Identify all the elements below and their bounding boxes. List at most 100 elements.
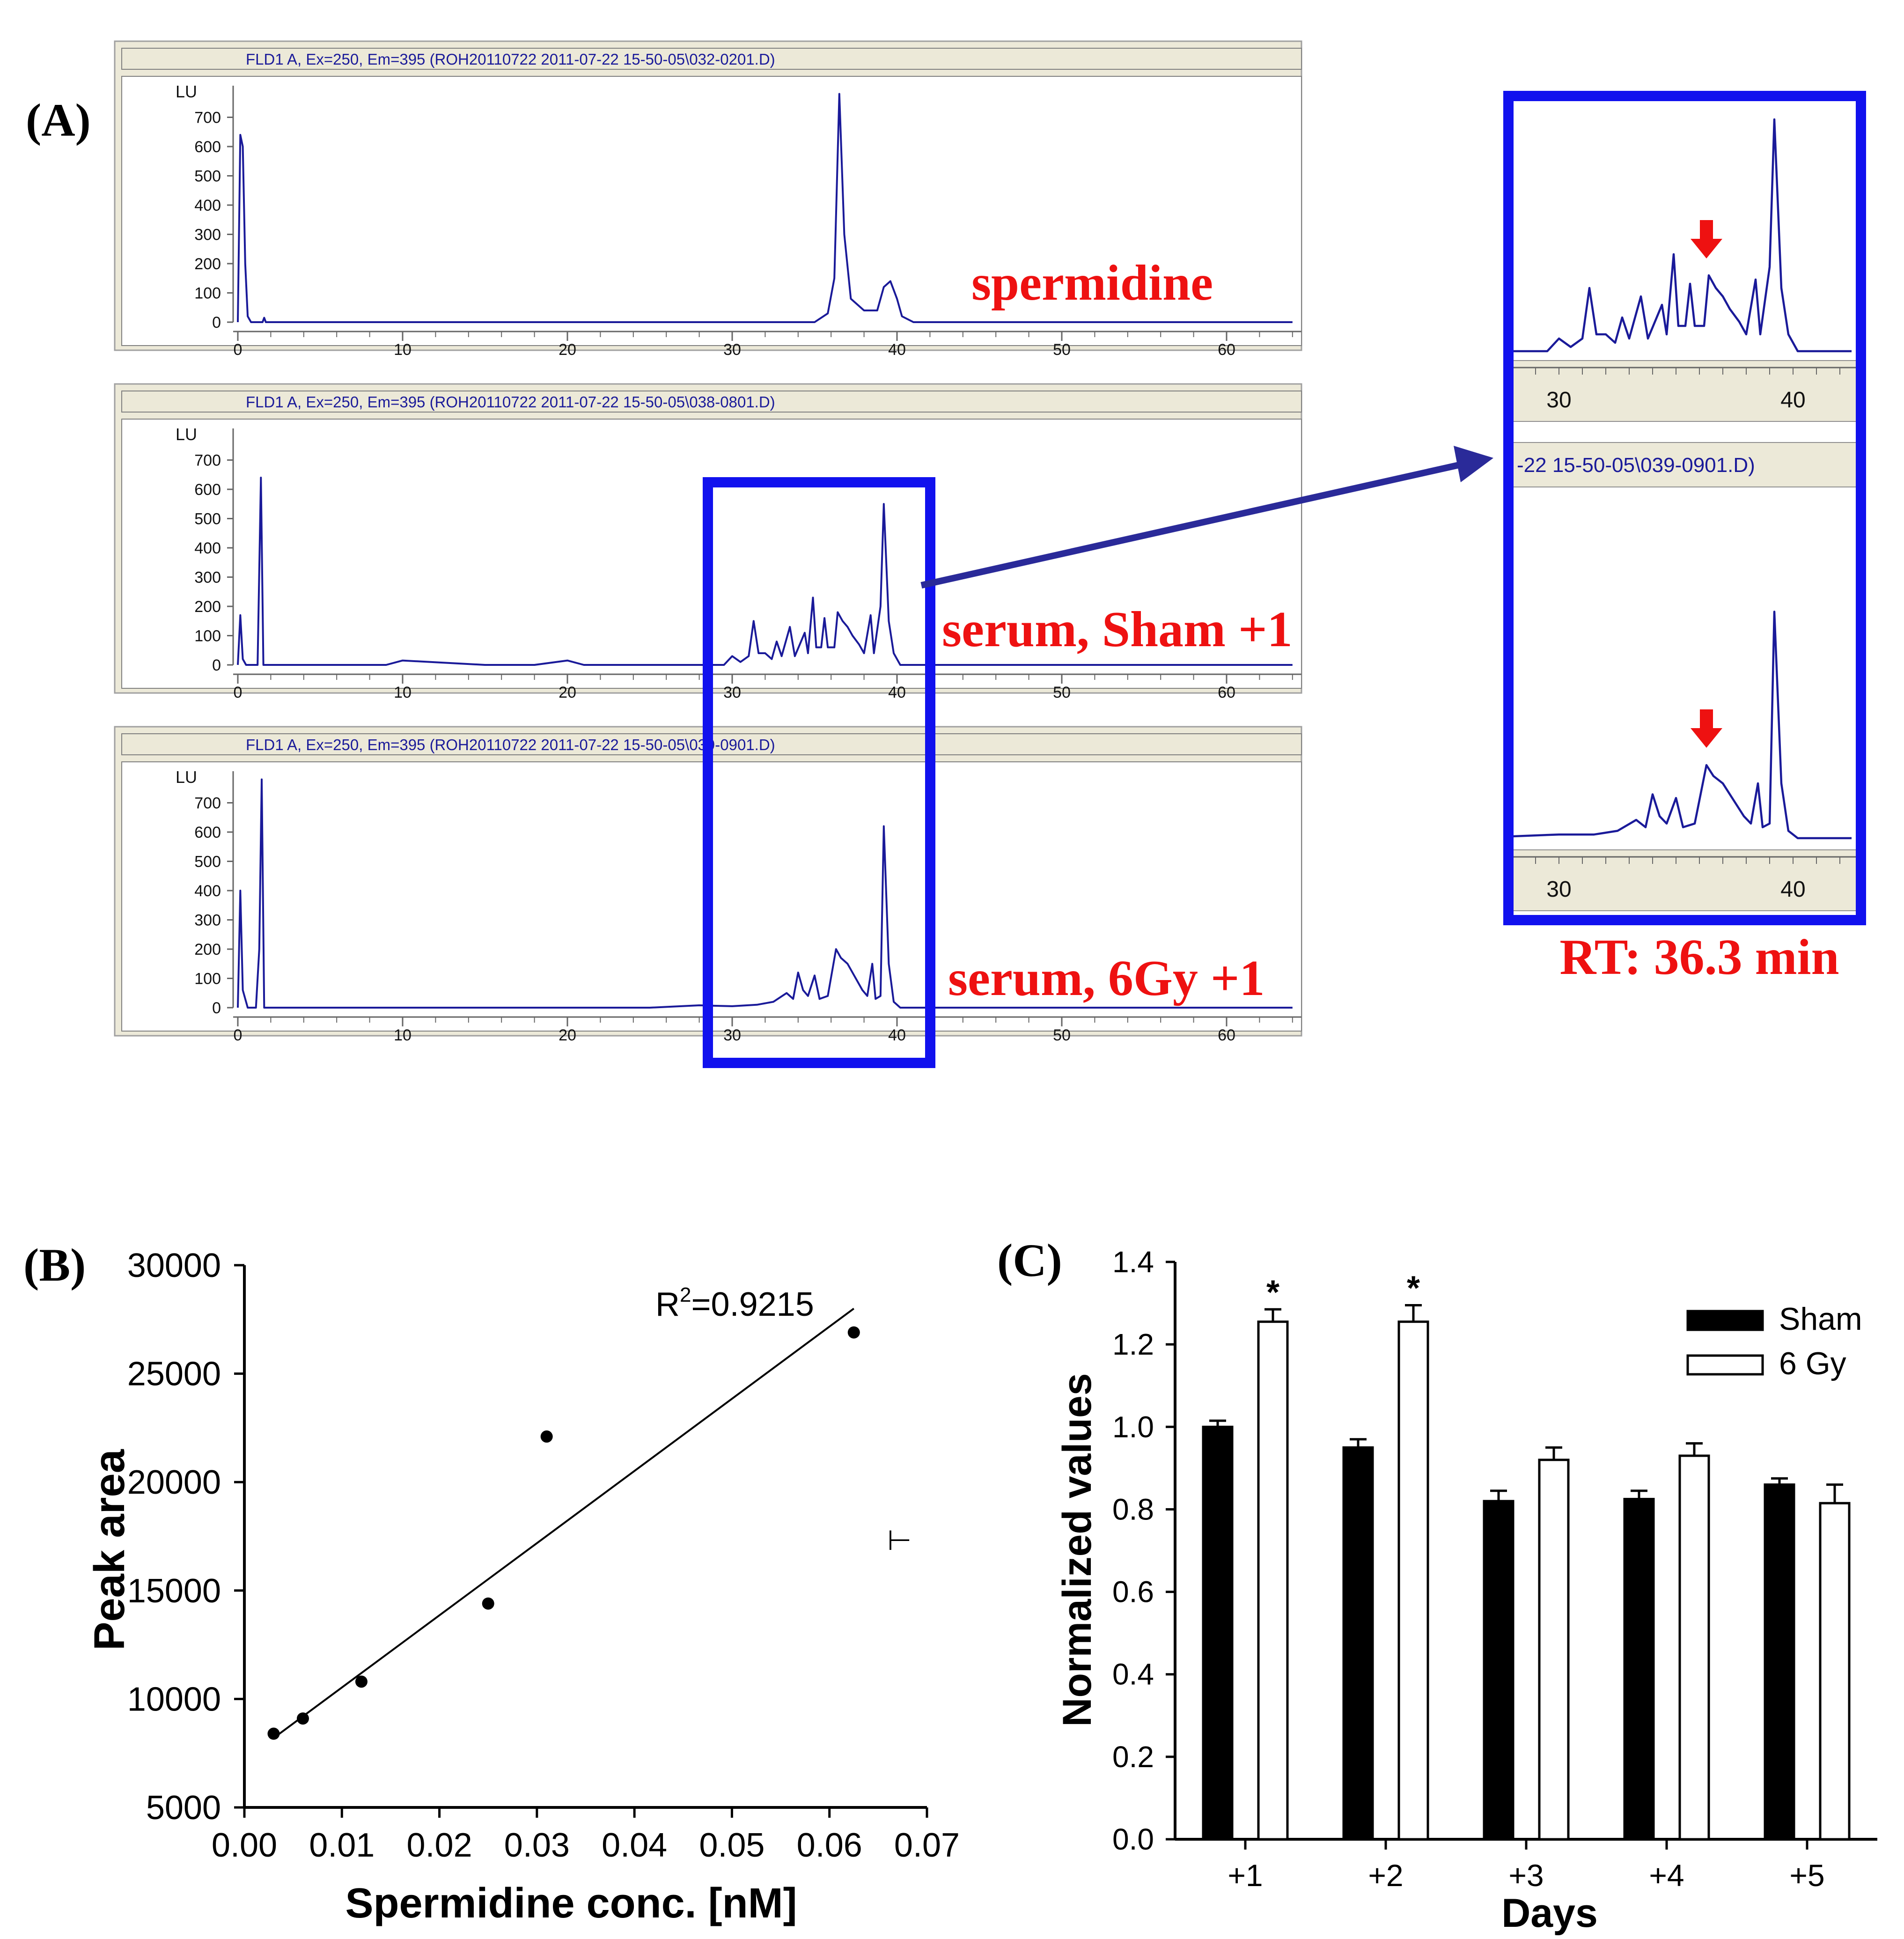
panel-a-label: (A) xyxy=(26,94,91,146)
x-tick-label: 40 xyxy=(888,341,906,359)
x-axis-title: Spermidine conc. [nM] xyxy=(345,1880,797,1927)
zoom-lower-trace xyxy=(1512,611,1852,840)
x-tick-label: 60 xyxy=(1218,684,1235,701)
panel-a: (A) FLD1 A, Ex=250, Em=395 (ROH20110722 … xyxy=(26,40,1866,1068)
x-tick-label: 0.04 xyxy=(602,1827,667,1864)
y-tick-label: 400 xyxy=(194,197,221,214)
y-unit: LU xyxy=(176,425,197,444)
data-point xyxy=(267,1727,280,1740)
zoom-arrow xyxy=(920,446,1493,589)
y-tick-label: 1.2 xyxy=(1112,1327,1154,1361)
chromatogram-header-bar xyxy=(121,48,1302,70)
chromatogram-trace xyxy=(237,778,1293,1009)
x-tick-label: 10 xyxy=(394,684,412,701)
x-axis-title: Days xyxy=(1501,1891,1598,1936)
y-tick-label: 0.6 xyxy=(1112,1575,1154,1609)
x-tick-label: 50 xyxy=(1053,1026,1071,1044)
x-tick-label: 20 xyxy=(559,341,576,359)
y-unit: LU xyxy=(176,82,197,101)
y-tick-label: 20000 xyxy=(127,1464,221,1501)
y-tick-label: 400 xyxy=(194,539,221,557)
label-6gy: serum, 6Gy +1 xyxy=(948,951,1264,1006)
zoom-lower-marker-icon xyxy=(1691,709,1722,748)
y-tick-label: 600 xyxy=(194,138,221,156)
zoom-upper-axis-band xyxy=(1508,360,1861,422)
x-tick-label: 10 xyxy=(394,341,412,359)
data-point xyxy=(296,1712,309,1725)
y-tick-label: 300 xyxy=(194,226,221,244)
y-tick-label: 400 xyxy=(194,882,221,900)
y-tick-label: 0 xyxy=(212,314,221,332)
y-tick-label: 0.2 xyxy=(1112,1740,1154,1774)
x-tick-label: +1 xyxy=(1228,1858,1263,1893)
y-tick-label: 1.0 xyxy=(1112,1410,1154,1444)
x-tick-label: 30 xyxy=(723,341,741,359)
rt-caption: RT: 36.3 min xyxy=(1559,929,1839,985)
y-tick-label: 0.0 xyxy=(1112,1822,1154,1856)
x-tick-label: 0.07 xyxy=(894,1827,960,1864)
y-tick-label: 1.4 xyxy=(1112,1245,1154,1279)
zoom-upper-tick-label: 30 xyxy=(1546,388,1571,413)
y-tick-label: 0.8 xyxy=(1112,1492,1154,1526)
x-tick-label: 0.00 xyxy=(212,1827,277,1864)
x-tick-label: 20 xyxy=(559,1026,576,1044)
x-tick-label: 60 xyxy=(1218,341,1235,359)
chromatogram-trace xyxy=(237,93,1293,323)
x-tick-label: 30 xyxy=(723,684,741,701)
r-squared-label: R2=0.9215 xyxy=(655,1283,814,1323)
x-tick-label: 40 xyxy=(888,684,906,701)
zoom-upper-trace xyxy=(1512,118,1852,353)
y-tick-label: 200 xyxy=(194,941,221,958)
zoom-panel: 30 40 -22 15-50-05\039-0901.D) 30 40 xyxy=(1503,91,1866,925)
y-tick-label: 100 xyxy=(194,627,221,645)
x-tick-label: 0 xyxy=(234,684,243,701)
x-tick-label: 50 xyxy=(1053,341,1071,359)
zoom-border xyxy=(1503,91,1866,925)
x-tick-label: 0.03 xyxy=(504,1827,570,1864)
y-tick-label: 0 xyxy=(212,999,221,1017)
y-tick-label: 30000 xyxy=(127,1247,221,1284)
bar-6gy xyxy=(1538,1459,1570,1841)
x-tick-label: +3 xyxy=(1508,1858,1544,1893)
y-tick-label: 200 xyxy=(194,598,221,616)
bar-sham xyxy=(1202,1425,1234,1841)
data-point xyxy=(482,1597,494,1610)
y-tick-label: 600 xyxy=(194,824,221,841)
x-tick-label: +4 xyxy=(1649,1858,1684,1893)
y-tick-label: 300 xyxy=(194,569,221,587)
y-tick-label: 700 xyxy=(194,795,221,812)
y-tick-label: 100 xyxy=(194,970,221,988)
stray-mark: ⊢ xyxy=(887,1525,912,1556)
y-tick-label: 15000 xyxy=(127,1572,221,1610)
x-tick-label: 0 xyxy=(234,1026,243,1044)
x-tick-label: 0 xyxy=(234,341,243,359)
chromatogram-header: FLD1 A, Ex=250, Em=395 (ROH20110722 2011… xyxy=(246,393,775,411)
data-point xyxy=(847,1326,860,1339)
legend-swatch-6gy xyxy=(1686,1354,1764,1376)
chromatogram-header: FLD1 A, Ex=250, Em=395 (ROH20110722 2011… xyxy=(246,51,775,68)
bar-6gy xyxy=(1678,1454,1710,1841)
bar-sham xyxy=(1342,1446,1374,1841)
zoom-upper-marker-icon xyxy=(1691,220,1722,258)
x-tick-label: 0.02 xyxy=(407,1827,472,1864)
y-tick-label: 700 xyxy=(194,109,221,127)
panel-c: (C) 1.4 1.2 1.0 0.8 0.6 0.4 0.2 0.0 Normalized v… xyxy=(997,1234,1877,1936)
highlight-box xyxy=(703,477,935,1068)
chromatogram-spermidine: FLD1 A, Ex=250, Em=395 (ROH20110722 2011… xyxy=(114,40,1302,359)
y-tick-label: 500 xyxy=(194,853,221,871)
y-tick-label: 10000 xyxy=(127,1681,221,1718)
y-tick-label: 600 xyxy=(194,481,221,499)
x-tick-label: 40 xyxy=(888,1026,906,1044)
y-tick-label: 5000 xyxy=(146,1789,221,1827)
legend-label: Sham xyxy=(1779,1301,1862,1337)
x-tick-label: 60 xyxy=(1218,1026,1235,1044)
y-tick-label: 0 xyxy=(212,656,221,674)
significance-marker: * xyxy=(1266,1274,1279,1311)
y-tick-label: 300 xyxy=(194,912,221,929)
bar-sham xyxy=(1483,1500,1514,1841)
panel-b-label: (B) xyxy=(23,1239,86,1291)
y-tick-label: 100 xyxy=(194,285,221,302)
y-tick-label: 200 xyxy=(194,255,221,273)
